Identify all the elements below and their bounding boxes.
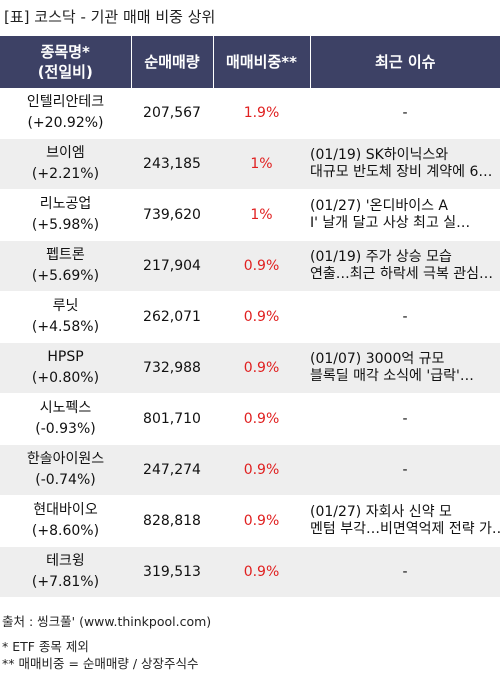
- recent-issue: -: [310, 393, 500, 445]
- footnote-ratio: ** 매매비중 = 순매매량 / 상장주식수: [2, 656, 199, 671]
- issue-line: (01/07) 3000억 규모: [310, 351, 445, 367]
- recent-issue: (01/19) 주가 상승 모습 연출…최근 하락세 극복 관심…: [310, 240, 500, 292]
- issue-line: (01/27) 자회사 신약 모: [310, 504, 452, 520]
- net-volume: 828,818: [131, 495, 213, 547]
- stock-name: 펩트론: [46, 247, 85, 263]
- issue-line: (01/27) '온디바이스 A: [310, 198, 448, 214]
- table-title: [표] 코스닥 - 기관 매매 비중 상위: [4, 8, 216, 26]
- header-name: 종목명* (전일비): [0, 36, 132, 88]
- stock-name: 브이엠: [46, 145, 85, 161]
- table-row: 펩트론 (+5.69%) 217,904 0.9% (01/19) 주가 상승 모습 연…: [0, 240, 500, 292]
- stock-change: (-0.93%): [35, 421, 96, 437]
- stock-change: (+4.58%): [31, 319, 100, 335]
- issue-line: -: [402, 104, 408, 121]
- issue-line: 멘텀 부각…비면역억제 전략 가…: [310, 521, 500, 537]
- recent-issue: -: [310, 444, 500, 496]
- stock-cell: 현대바이오 (+8.60%): [0, 495, 131, 547]
- stock-cell: 리노공업 (+5.98%): [0, 189, 131, 241]
- trade-ratio: 0.9%: [213, 393, 310, 445]
- recent-issue: (01/27) 자회사 신약 모 멘텀 부각…비면역억제 전략 가…: [310, 495, 500, 547]
- stock-name: 리노공업: [39, 196, 92, 212]
- source-note: 출처 : 씽크풀' (www.thinkpool.com): [2, 614, 212, 629]
- stock-name: 인텔리안테크: [26, 94, 105, 110]
- trade-ratio: 1.9%: [213, 88, 310, 139]
- table-row: 루닛 (+4.58%) 262,071 0.9% -: [0, 291, 500, 343]
- stock-change: (+5.98%): [31, 217, 100, 233]
- stock-cell: 브이엠 (+2.21%): [0, 138, 131, 190]
- net-volume: 732,988: [131, 342, 213, 394]
- issue-line: (01/19) 주가 상승 모습: [310, 249, 452, 265]
- table-row: 현대바이오 (+8.60%) 828,818 0.9% (01/27) 자회사 신약 모…: [0, 495, 500, 547]
- trade-ratio: 0.9%: [213, 342, 310, 394]
- stock-name: 현대바이오: [33, 502, 98, 518]
- trade-ratio: 0.9%: [213, 444, 310, 496]
- recent-issue: -: [310, 546, 500, 598]
- stock-cell: 한솔아이원스 (-0.74%): [0, 444, 131, 496]
- table-row: 테크윙 (+7.81%) 319,513 0.9% -: [0, 546, 500, 598]
- stock-cell: 시노펙스 (-0.93%): [0, 393, 131, 445]
- table-row: 브이엠 (+2.21%) 243,185 1% (01/19) SK하이닉스와 대규모 반…: [0, 138, 500, 190]
- stock-cell: 테크윙 (+7.81%): [0, 546, 131, 598]
- issue-line: 연출…최근 하락세 극복 관심…: [310, 266, 494, 282]
- net-volume: 319,513: [131, 546, 213, 598]
- stock-change: (+8.60%): [31, 523, 100, 539]
- stock-name: 시노펙스: [39, 400, 92, 416]
- stock-cell: 루닛 (+4.58%): [0, 291, 131, 343]
- net-volume: 207,567: [131, 88, 213, 139]
- issue-line: -: [402, 308, 408, 325]
- ranking-table: 종목명* (전일비) 순매매량 매매비중** 최근 이슈 인텔리안테크 (+20.…: [0, 36, 500, 598]
- recent-issue: (01/27) '온디바이스 A I' 날개 달고 사상 최고 실…: [310, 189, 500, 241]
- net-volume: 801,710: [131, 393, 213, 445]
- trade-ratio: 1%: [213, 189, 310, 241]
- recent-issue: (01/19) SK하이닉스와 대규모 반도체 장비 계약에 6…: [310, 138, 500, 190]
- stock-change: (+5.69%): [31, 268, 100, 284]
- net-volume: 247,274: [131, 444, 213, 496]
- issue-line: 대규모 반도체 장비 계약에 6…: [310, 164, 493, 180]
- stock-cell: HPSP (+0.80%): [0, 342, 131, 394]
- table-row: 시노펙스 (-0.93%) 801,710 0.9% -: [0, 393, 500, 445]
- table-row: HPSP (+0.80%) 732,988 0.9% (01/07) 3000억 규모 …: [0, 342, 500, 394]
- stock-cell: 인텔리안테크 (+20.92%): [0, 88, 131, 139]
- net-volume: 739,620: [131, 189, 213, 241]
- header-row: 종목명* (전일비) 순매매량 매매비중** 최근 이슈: [0, 36, 500, 88]
- issue-line: (01/19) SK하이닉스와: [310, 147, 449, 163]
- issue-line: -: [402, 410, 408, 427]
- stock-name: HPSP: [47, 349, 84, 365]
- recent-issue: -: [310, 88, 500, 139]
- trade-ratio: 0.9%: [213, 495, 310, 547]
- stock-cell: 펩트론 (+5.69%): [0, 240, 131, 292]
- trade-ratio: 0.9%: [213, 291, 310, 343]
- table-row: 리노공업 (+5.98%) 739,620 1% (01/27) '온디바이스 A I' …: [0, 189, 500, 241]
- stock-change: (+0.80%): [31, 370, 100, 386]
- net-volume: 217,904: [131, 240, 213, 292]
- recent-issue: -: [310, 291, 500, 343]
- stock-change: (+2.21%): [31, 166, 100, 182]
- issue-line: I' 날개 달고 사상 최고 실…: [310, 215, 471, 231]
- stock-change: (+20.92%): [27, 115, 104, 131]
- issue-line: -: [402, 563, 408, 580]
- stock-change: (+7.81%): [31, 574, 100, 590]
- trade-ratio: 0.9%: [213, 546, 310, 598]
- header-name-line2: (전일비): [37, 63, 93, 81]
- table-row: 인텔리안테크 (+20.92%) 207,567 1.9% -: [0, 88, 500, 139]
- table-body: 인텔리안테크 (+20.92%) 207,567 1.9% - 브이엠 (+2.21%) 24…: [0, 88, 500, 598]
- stock-change: (-0.74%): [35, 472, 96, 488]
- table-row: 한솔아이원스 (-0.74%) 247,274 0.9% -: [0, 444, 500, 496]
- stock-name: 한솔아이원스: [26, 451, 105, 467]
- header-volume: 순매매량: [131, 36, 214, 88]
- trade-ratio: 0.9%: [213, 240, 310, 292]
- header-name-line1: 종목명*: [40, 43, 90, 61]
- net-volume: 243,185: [131, 138, 213, 190]
- footnote-etf: * ETF 종목 제외: [2, 639, 89, 654]
- issue-line: -: [402, 461, 408, 478]
- header-ratio: 매매비중**: [213, 36, 311, 88]
- header-issue: 최근 이슈: [310, 36, 500, 88]
- stock-name: 루닛: [52, 298, 79, 314]
- issue-line: 블록딜 매각 소식에 '급락'…: [310, 368, 474, 384]
- trade-ratio: 1%: [213, 138, 310, 190]
- stock-name: 테크윙: [46, 553, 85, 569]
- recent-issue: (01/07) 3000억 규모 블록딜 매각 소식에 '급락'…: [310, 342, 500, 394]
- net-volume: 262,071: [131, 291, 213, 343]
